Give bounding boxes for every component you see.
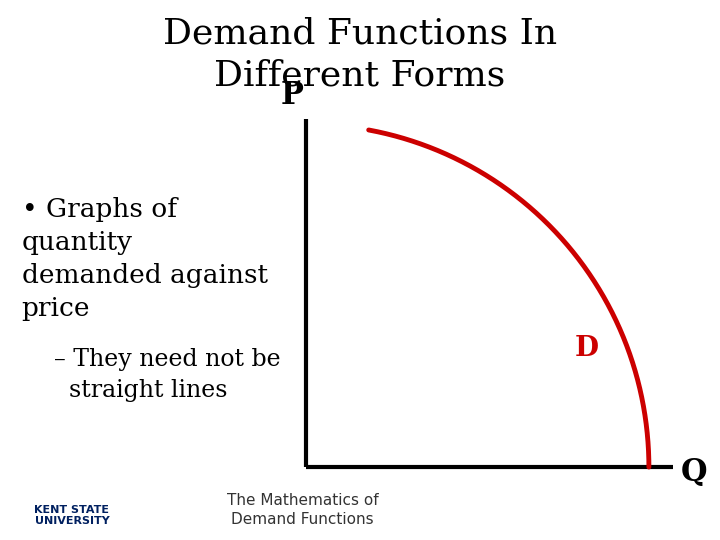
Text: The Mathematics of
Demand Functions: The Mathematics of Demand Functions — [227, 493, 378, 526]
Text: • Graphs of
quantity
demanded against
price: • Graphs of quantity demanded against pr… — [22, 197, 268, 321]
Text: Q: Q — [680, 457, 707, 488]
Text: Demand Functions In
Different Forms: Demand Functions In Different Forms — [163, 16, 557, 92]
Text: P: P — [280, 80, 303, 111]
Text: KENT STATE
UNIVERSITY: KENT STATE UNIVERSITY — [35, 505, 109, 526]
Text: D: D — [575, 335, 599, 362]
Text: – They need not be
  straight lines: – They need not be straight lines — [54, 348, 281, 402]
